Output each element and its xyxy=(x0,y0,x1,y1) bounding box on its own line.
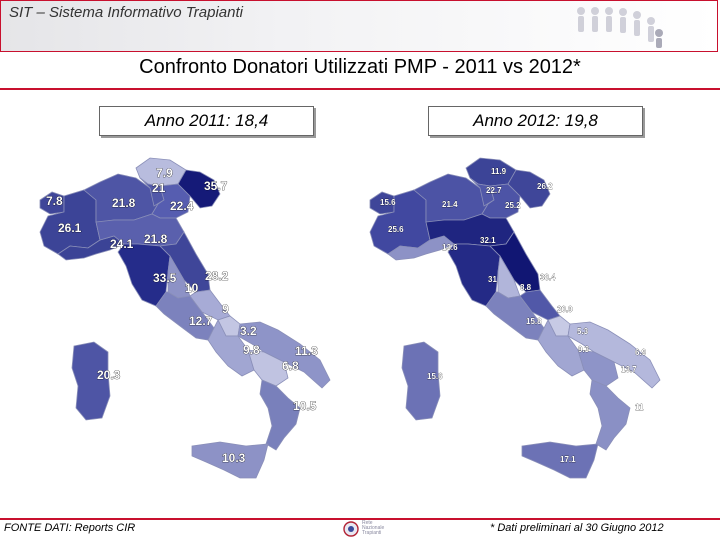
region-abruzzo xyxy=(189,289,231,321)
title-divider xyxy=(0,88,720,90)
region-value-label: 25.6 xyxy=(388,225,404,234)
region-value-label: 24.1 xyxy=(110,237,134,251)
region-value-label: 31 xyxy=(488,275,497,284)
region-basilicata xyxy=(247,349,289,387)
year-2011-label-box: Anno 2011: 18,4 xyxy=(99,106,314,136)
region-value-label: 35.7 xyxy=(204,179,228,193)
region-lazio xyxy=(155,291,215,341)
region-friuli-venezia-giulia xyxy=(507,169,551,209)
region-calabria xyxy=(259,379,301,451)
header-banner: SIT – Sistema Informativo Trapianti xyxy=(0,0,718,52)
region-friuli-venezia-giulia xyxy=(177,169,221,209)
footer-divider xyxy=(0,518,720,520)
network-logo-text: Rete Nazionale Trapianti xyxy=(362,520,385,536)
region-sardegna xyxy=(401,341,441,421)
region-value-label: 9.8 xyxy=(243,343,260,357)
region-value-label: 22.4 xyxy=(170,199,194,213)
region-value-label: 10.5 xyxy=(293,399,317,413)
region-puglia xyxy=(567,321,661,389)
region-value-label: 11 xyxy=(635,403,644,412)
region-value-label: 28.2 xyxy=(205,269,229,283)
region-lazio xyxy=(485,291,545,341)
region-value-label: 7.8 xyxy=(46,194,63,208)
region-value-label: 15.8 xyxy=(526,317,542,326)
region-value-label: 5.3 xyxy=(577,327,589,336)
region-value-label: 21.4 xyxy=(442,200,458,209)
region-value-label: 6.9 xyxy=(635,348,647,357)
region-value-label: 26.1 xyxy=(58,221,82,235)
region-value-label: 3.2 xyxy=(240,324,257,338)
year-2012-label-box: Anno 2012: 19,8 xyxy=(428,106,643,136)
region-value-label: 8.8 xyxy=(520,283,532,292)
map-2012: 15.6 25.6 21.4 11.9 22.725.2 26.2 13.6 32.1 31 38… xyxy=(369,157,661,479)
region-value-label: 21.8 xyxy=(144,232,168,246)
region-value-label: 38.4 xyxy=(540,273,556,282)
region-value-label: 13.7 xyxy=(621,365,637,374)
region-abruzzo xyxy=(519,289,561,321)
region-value-label: 22.7 xyxy=(486,186,502,195)
region-value-label: 7.9 xyxy=(156,166,173,180)
people-chain-icon xyxy=(577,7,663,48)
region-value-label: 11.3 xyxy=(295,344,318,358)
region-value-label: 20.3 xyxy=(97,368,121,382)
region-sicilia xyxy=(191,441,269,479)
region-value-label: 25.2 xyxy=(505,201,521,210)
region-value-label: 21 xyxy=(152,181,166,195)
region-value-label: 15.6 xyxy=(380,198,396,207)
region-value-label: 10.3 xyxy=(222,451,246,465)
app-title: SIT – Sistema Informativo Trapianti xyxy=(9,4,243,21)
region-value-label: 10 xyxy=(185,281,199,295)
region-value-label: 9 xyxy=(222,302,229,316)
region-value-label: 12.7 xyxy=(189,314,213,328)
region-sardegna xyxy=(71,341,111,421)
region-value-label: 20.9 xyxy=(557,305,573,314)
region-value-label: 13.6 xyxy=(442,243,458,252)
region-value-label: 21.8 xyxy=(112,196,136,210)
network-logo-icon xyxy=(343,521,359,537)
preliminary-data-note: * Dati preliminari al 30 Giugno 2012 xyxy=(490,522,664,534)
region-value-label: 17.1 xyxy=(560,455,576,464)
region-sicilia xyxy=(521,441,599,479)
slide-title: Confronto Donatori Utilizzati PMP - 2011… xyxy=(139,56,581,78)
region-value-label: 15.6 xyxy=(427,372,443,381)
region-puglia xyxy=(237,321,331,389)
region-value-label: 9.3 xyxy=(578,345,590,354)
region-value-label: 26.2 xyxy=(537,182,553,191)
map-2011: 7.8 26.1 21.8 7.921 22.4 35.7 24.1 21.8 33.5 28.2… xyxy=(39,157,331,479)
region-basilicata xyxy=(577,349,619,387)
data-source-note: FONTE DATI: Reports CIR xyxy=(4,522,136,534)
region-value-label: 11.9 xyxy=(491,167,507,176)
region-value-label: 32.1 xyxy=(480,236,496,245)
region-value-label: 33.5 xyxy=(153,271,177,285)
region-value-label: 6.8 xyxy=(282,359,299,373)
region-calabria xyxy=(589,379,631,451)
